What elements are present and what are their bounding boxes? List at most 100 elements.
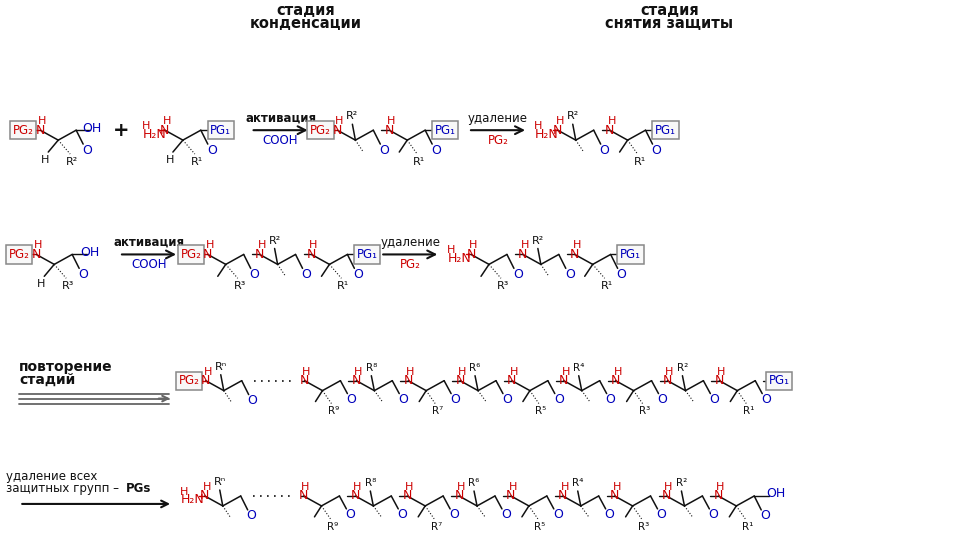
Text: N: N [204, 248, 212, 261]
Text: N: N [299, 490, 308, 503]
Text: O: O [247, 394, 257, 407]
Text: H: H [508, 482, 517, 492]
Text: снятия защиты: снятия защиты [606, 16, 733, 31]
Text: N: N [333, 124, 342, 137]
Text: H: H [163, 116, 171, 126]
Text: OH: OH [81, 246, 99, 259]
Text: N: N [570, 248, 580, 261]
Text: PG₂: PG₂ [178, 374, 200, 387]
Text: O: O [617, 268, 626, 281]
Text: N: N [161, 124, 169, 137]
Text: стадий: стадий [19, 373, 76, 387]
Text: H₂N: H₂N [143, 127, 167, 141]
Text: N: N [201, 374, 210, 387]
Text: R³: R³ [497, 281, 509, 291]
Text: N: N [255, 248, 264, 261]
Text: H: H [354, 482, 361, 492]
Text: N: N [518, 248, 528, 261]
Text: удаление: удаление [380, 236, 440, 249]
Text: N: N [352, 374, 361, 387]
Text: R³: R³ [62, 281, 74, 291]
Text: PG₂: PG₂ [488, 134, 508, 146]
Text: O: O [354, 268, 363, 281]
Text: N: N [36, 124, 45, 137]
Text: H: H [301, 482, 310, 492]
Text: H: H [34, 240, 43, 250]
Text: H: H [613, 482, 620, 492]
Text: O: O [449, 508, 459, 522]
Text: R⁷: R⁷ [431, 522, 442, 532]
Text: H: H [562, 367, 570, 377]
Text: COOH: COOH [263, 134, 298, 146]
Text: H: H [665, 367, 674, 377]
Text: N: N [507, 374, 516, 387]
Text: O: O [82, 144, 93, 157]
Text: R²: R² [676, 478, 687, 488]
Text: R⁴: R⁴ [572, 478, 583, 488]
Text: PG₁: PG₁ [768, 374, 790, 387]
Text: PG₂: PG₂ [310, 124, 331, 137]
Text: N: N [351, 490, 360, 503]
Text: O: O [302, 268, 312, 281]
Text: N: N [553, 124, 563, 137]
Text: защитных групп –: защитных групп – [7, 481, 120, 495]
Text: N: N [558, 490, 568, 503]
Text: N: N [714, 490, 723, 503]
Text: PG₁: PG₁ [434, 124, 456, 137]
Text: R¹: R¹ [413, 157, 426, 167]
Text: R⁹: R⁹ [328, 406, 339, 416]
Text: H: H [561, 482, 569, 492]
Text: O: O [347, 393, 356, 406]
Text: O: O [397, 508, 407, 522]
Text: PG₂: PG₂ [9, 248, 30, 261]
Text: +: + [113, 121, 130, 140]
Text: H: H [406, 367, 414, 377]
Text: COOH: COOH [131, 258, 167, 271]
Text: R⁶: R⁶ [468, 478, 480, 488]
Text: H: H [614, 367, 621, 377]
Text: R¹: R¹ [337, 281, 350, 291]
Text: N: N [611, 374, 620, 387]
Text: удаление: удаление [468, 112, 528, 125]
Text: N: N [31, 248, 41, 261]
Text: O: O [431, 144, 441, 157]
Text: R⁶: R⁶ [469, 363, 481, 373]
Text: H: H [573, 240, 581, 250]
Text: H: H [166, 155, 174, 165]
Text: удаление всех: удаление всех [7, 470, 97, 482]
Text: R⁸: R⁸ [364, 478, 376, 488]
Text: R⁹: R⁹ [327, 522, 338, 532]
Text: O: O [450, 393, 460, 406]
Text: повторение: повторение [19, 360, 113, 374]
Text: O: O [206, 144, 217, 157]
Text: N: N [307, 248, 317, 261]
Text: R⁴: R⁴ [573, 363, 584, 373]
Text: R⁵: R⁵ [534, 522, 545, 532]
Text: O: O [606, 393, 616, 406]
Text: O: O [379, 144, 390, 157]
Text: H: H [302, 367, 311, 377]
Text: конденсации: конденсации [249, 16, 361, 31]
Text: H: H [41, 155, 50, 165]
Text: H: H [447, 245, 455, 255]
Text: H: H [458, 367, 467, 377]
Text: PG₁: PG₁ [210, 124, 231, 137]
Text: R²: R² [567, 111, 579, 121]
Text: R¹: R¹ [633, 157, 646, 167]
Text: N: N [402, 490, 412, 503]
Text: R¹: R¹ [742, 406, 754, 416]
Text: PG₂: PG₂ [13, 124, 34, 137]
Text: H: H [355, 367, 362, 377]
Text: OH: OH [83, 122, 101, 135]
Text: PG₂: PG₂ [399, 258, 421, 271]
Text: R⁷: R⁷ [431, 406, 443, 416]
Text: PG₂: PG₂ [180, 248, 202, 261]
Text: H: H [664, 482, 673, 492]
Text: N: N [300, 374, 309, 387]
Text: H: H [142, 121, 150, 131]
Text: O: O [656, 508, 666, 522]
Text: O: O [761, 509, 770, 522]
Text: R¹: R¹ [191, 157, 203, 167]
Text: стадия: стадия [277, 3, 335, 18]
Text: PGs: PGs [126, 481, 151, 495]
